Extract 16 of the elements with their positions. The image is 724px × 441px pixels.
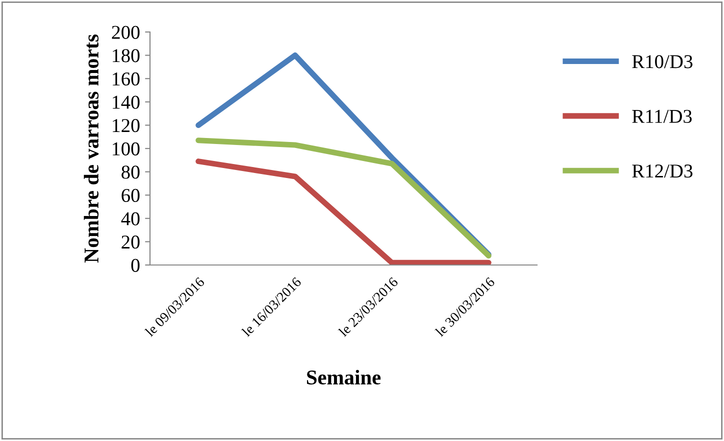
y-tick-label: 160 — [112, 72, 140, 86]
y-tick-label: 200 — [112, 26, 140, 39]
x-axis-title: Semaine — [307, 370, 381, 385]
y-axis-title: Nombre de varroas morts — [84, 34, 99, 263]
y-tick-label: 20 — [122, 236, 140, 249]
y-tick-label: 60 — [122, 188, 140, 202]
y-tick-label: 100 — [112, 142, 140, 156]
y-tick-label: 120 — [112, 119, 140, 132]
y-tick-label: 180 — [112, 49, 140, 62]
legend-label: R11/D3 — [632, 110, 692, 123]
legend-label: R10/D3 — [632, 55, 692, 68]
y-tick-label: 140 — [112, 96, 140, 109]
y-tick-label: 40 — [121, 212, 140, 226]
legend-label: R12/D3 — [632, 164, 692, 178]
y-tick-label: 80 — [122, 166, 140, 179]
y-tick-label: 0 — [131, 258, 140, 272]
